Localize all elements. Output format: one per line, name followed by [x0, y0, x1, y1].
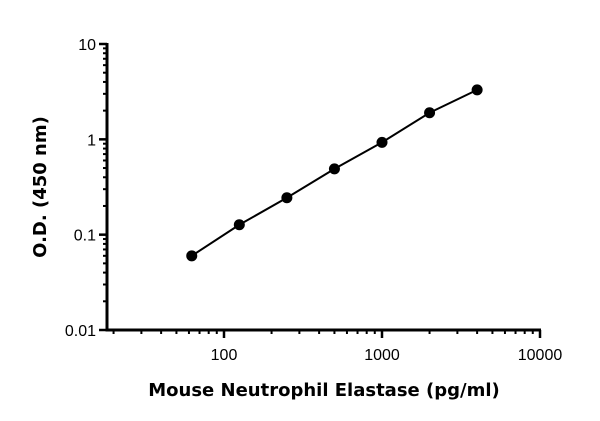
x-tick-label: 100	[211, 347, 238, 364]
y-axis	[99, 42, 109, 332]
y-tick-label: 1	[87, 132, 96, 149]
x-tick-label: 10000	[518, 347, 563, 364]
y-axis-title: O.D. (450 nm)	[30, 116, 51, 258]
data-point	[281, 192, 293, 204]
x-tick-labels: 100 1000 10000	[211, 347, 563, 364]
data-point	[328, 163, 340, 175]
x-axis	[105, 328, 542, 338]
y-tick-label: 0.01	[65, 323, 96, 340]
data-point	[233, 219, 245, 231]
y-tick-label: 0.1	[74, 228, 96, 245]
y-tick-labels: 0.01 0.1 1 10	[65, 37, 96, 340]
data-point	[424, 107, 436, 119]
x-tick-label: 1000	[364, 347, 400, 364]
data-point	[471, 84, 483, 96]
data-point	[376, 136, 388, 148]
y-tick-label: 10	[78, 37, 96, 54]
data-series	[186, 84, 483, 262]
data-point	[186, 250, 198, 262]
x-axis-title: Mouse Neutrophil Elastase (pg/ml)	[148, 380, 500, 401]
